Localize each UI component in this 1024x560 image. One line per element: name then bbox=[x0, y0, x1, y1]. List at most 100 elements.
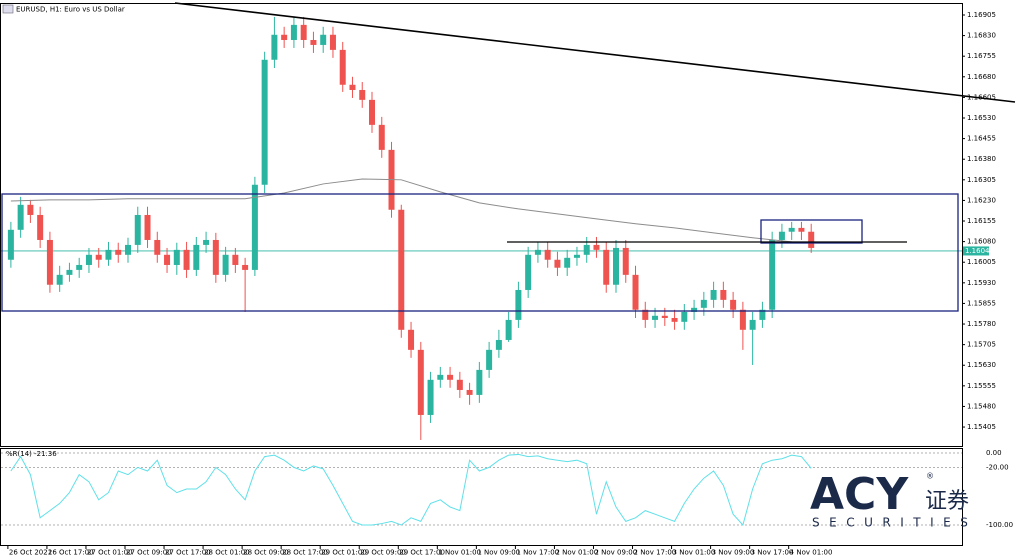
candle-body bbox=[7, 229, 14, 260]
y-tick-label: 1.16230 bbox=[967, 196, 996, 204]
candle-body bbox=[495, 339, 502, 350]
symbol-icon bbox=[2, 4, 14, 14]
y-tick-label: 1.16005 bbox=[967, 258, 996, 266]
y-tick-label: 1.16305 bbox=[967, 176, 996, 184]
candle-body bbox=[671, 317, 678, 322]
candle-body bbox=[661, 315, 668, 318]
y-tick-label: 1.16755 bbox=[967, 52, 996, 60]
candle-body bbox=[486, 349, 493, 370]
candle-body bbox=[359, 89, 366, 100]
y-tick-label: 1.15855 bbox=[967, 299, 996, 307]
indicator-tick-label: -20.00 bbox=[986, 463, 1009, 471]
y-tick-label: 1.15780 bbox=[967, 320, 996, 328]
candle-body bbox=[798, 227, 805, 232]
x-tick-label: 2 Nov 01:00 bbox=[555, 549, 598, 557]
y-tick-label: 1.16380 bbox=[967, 155, 996, 163]
candle-body bbox=[193, 244, 200, 270]
indicator-title: %R(14) -21.36 bbox=[6, 450, 57, 458]
candle-body bbox=[290, 24, 297, 40]
candle-body bbox=[37, 214, 44, 240]
x-tick-label: 3 Nov 01:00 bbox=[673, 549, 716, 557]
candle-body bbox=[652, 315, 659, 320]
indicator-line bbox=[10, 453, 812, 527]
chart-title: EURUSD, H1: Euro vs US Dollar bbox=[16, 6, 125, 14]
small-box bbox=[760, 219, 863, 244]
indicator-tick-label: 0.00 bbox=[986, 449, 1002, 457]
candle-body bbox=[125, 244, 131, 255]
candle-body bbox=[759, 309, 766, 320]
logo: ACY 证券 ® SECURITIES bbox=[810, 469, 977, 530]
y-tick-label: 1.15930 bbox=[967, 279, 996, 287]
candle-body bbox=[212, 239, 219, 275]
candle-body bbox=[534, 249, 541, 255]
candle-body bbox=[700, 299, 707, 308]
candle-body bbox=[691, 307, 698, 312]
x-tick-label: 1 Nov 17:00 bbox=[516, 549, 559, 557]
candle-body bbox=[544, 249, 551, 260]
candle-body bbox=[632, 274, 639, 310]
candle-body bbox=[808, 231, 815, 248]
candle-body bbox=[447, 374, 454, 380]
candle-body bbox=[788, 227, 795, 232]
range-box bbox=[1, 193, 959, 312]
candle-body bbox=[76, 264, 83, 270]
x-tick-label: 29 Oct 17:00 bbox=[399, 549, 445, 557]
candle-body bbox=[681, 311, 688, 322]
candle-body bbox=[564, 257, 571, 268]
y-tick-label: 1.15405 bbox=[967, 423, 996, 431]
candle-body bbox=[222, 254, 229, 275]
main-panel bbox=[0, 3, 963, 447]
indicator-panel bbox=[0, 448, 963, 546]
x-tick-label: 27 Oct 17:00 bbox=[165, 549, 211, 557]
x-tick-label: 28 Oct 17:00 bbox=[282, 549, 328, 557]
candle-body bbox=[95, 254, 102, 260]
moving-average bbox=[10, 178, 792, 243]
candle-body bbox=[720, 289, 727, 300]
candle-body bbox=[603, 249, 610, 285]
logo-chinese: 证券 bbox=[925, 489, 969, 514]
candle-body bbox=[417, 349, 424, 415]
y-tick-label: 1.16455 bbox=[967, 135, 996, 143]
x-tick-label: 2 Nov 09:00 bbox=[594, 549, 637, 557]
candle-body bbox=[515, 289, 522, 320]
candle-body bbox=[456, 379, 463, 390]
trend-line bbox=[174, 2, 1016, 103]
candle-body bbox=[320, 34, 327, 45]
x-tick-label: 29 Oct 09:00 bbox=[360, 549, 406, 557]
candle-body bbox=[642, 309, 649, 320]
logo-sub: SECURITIES bbox=[812, 516, 977, 530]
candle-body bbox=[613, 247, 619, 285]
x-tick-label: 3 Nov 09:00 bbox=[712, 549, 755, 557]
candle-body bbox=[144, 214, 151, 240]
candle-body bbox=[203, 239, 210, 245]
candle-body bbox=[242, 264, 249, 270]
candle-body bbox=[310, 39, 317, 45]
candle-body bbox=[17, 204, 24, 230]
x-tick-label: 26 Oct 17:00 bbox=[48, 549, 94, 557]
candle-body bbox=[271, 34, 278, 60]
candle-body bbox=[622, 247, 629, 275]
candle-body bbox=[154, 239, 161, 255]
x-tick-label: 27 Oct 09:00 bbox=[126, 549, 172, 557]
candle-body bbox=[554, 259, 561, 268]
candle-body bbox=[525, 254, 532, 290]
x-tick-label: 1 Nov 01:00 bbox=[438, 549, 481, 557]
x-tick-label: 1 Nov 09:00 bbox=[477, 549, 520, 557]
y-tick-label: 1.15555 bbox=[967, 382, 996, 390]
x-tick-label: 28 Oct 01:00 bbox=[204, 549, 250, 557]
candle-body bbox=[593, 244, 600, 250]
candle-body bbox=[398, 209, 405, 330]
candle-body bbox=[437, 374, 444, 380]
candle-body bbox=[369, 99, 375, 125]
y-tick-label: 1.16530 bbox=[967, 114, 996, 122]
candle-body bbox=[115, 249, 122, 255]
y-tick-label: 1.15705 bbox=[967, 341, 996, 349]
bid-label: 1.16046 bbox=[965, 247, 994, 255]
y-tick-label: 1.16905 bbox=[967, 11, 996, 19]
candle-body bbox=[251, 184, 258, 270]
x-tick-label: 26 Oct 2021 bbox=[9, 549, 52, 557]
candle-body bbox=[573, 254, 580, 258]
